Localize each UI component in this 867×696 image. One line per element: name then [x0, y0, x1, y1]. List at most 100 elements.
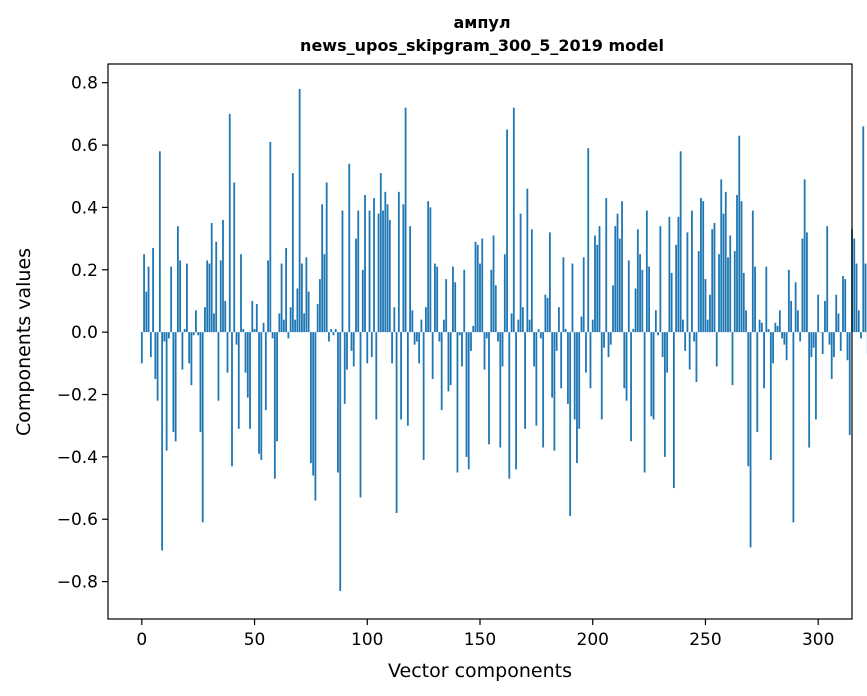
- bar: [826, 226, 829, 333]
- bar: [231, 332, 233, 467]
- bar: [544, 294, 547, 333]
- bar: [709, 294, 711, 333]
- bar: [652, 332, 655, 420]
- bar: [657, 332, 660, 336]
- bar: [857, 310, 860, 333]
- bar: [521, 307, 524, 333]
- bar: [790, 300, 793, 333]
- bar: [154, 332, 157, 379]
- bar: [456, 332, 459, 473]
- bar: [334, 329, 337, 333]
- bar: [688, 332, 691, 370]
- bar: [364, 194, 366, 333]
- bar: [591, 319, 594, 333]
- bar: [560, 332, 563, 389]
- bar: [467, 332, 470, 470]
- bar: [400, 332, 402, 420]
- bar: [585, 332, 587, 373]
- bar: [352, 332, 355, 367]
- bar: [314, 332, 317, 501]
- bar: [576, 332, 578, 464]
- y-axis-label: Components values: [13, 248, 35, 436]
- x-tick-label: 200: [577, 630, 609, 650]
- bar: [830, 332, 833, 379]
- bar: [528, 319, 531, 333]
- bar: [481, 238, 484, 333]
- bar: [208, 263, 211, 333]
- bar: [808, 332, 811, 448]
- bar: [424, 307, 427, 333]
- bar: [476, 244, 479, 333]
- bar: [361, 269, 364, 333]
- bar: [718, 254, 720, 333]
- bar: [438, 332, 441, 342]
- bar: [503, 254, 506, 333]
- bar: [645, 210, 648, 333]
- bar: [382, 210, 384, 333]
- bar: [526, 188, 529, 333]
- bar: [447, 332, 450, 392]
- bar: [246, 332, 249, 398]
- bar: [276, 332, 278, 442]
- bar: [316, 304, 319, 333]
- bar: [386, 204, 389, 333]
- bar: [328, 332, 330, 342]
- bar: [494, 285, 497, 333]
- bar: [452, 266, 454, 333]
- bar: [156, 332, 159, 401]
- bar: [343, 332, 346, 404]
- bar: [474, 241, 477, 333]
- bar: [235, 332, 238, 345]
- bar: [499, 332, 502, 448]
- bar: [754, 266, 756, 333]
- bar: [346, 332, 348, 370]
- bar: [280, 263, 283, 333]
- bar: [512, 107, 515, 333]
- bar: [357, 210, 360, 333]
- bar: [666, 332, 669, 373]
- bar: [271, 332, 274, 339]
- bar: [641, 269, 644, 333]
- bar: [158, 151, 161, 333]
- bar: [143, 254, 145, 333]
- bar: [675, 244, 678, 333]
- bar: [609, 332, 612, 345]
- bar: [204, 307, 206, 333]
- bar: [258, 332, 260, 454]
- bar: [233, 182, 236, 333]
- bar: [140, 332, 143, 364]
- bar: [596, 244, 599, 333]
- bar: [406, 332, 409, 426]
- bar: [278, 313, 281, 333]
- bar: [339, 332, 342, 591]
- bar: [842, 276, 844, 333]
- bar: [533, 332, 536, 367]
- bar: [684, 332, 687, 351]
- plot-frame: [107, 63, 853, 620]
- bar: [682, 319, 684, 333]
- bar: [260, 332, 263, 460]
- bar: [553, 332, 556, 451]
- bar: [197, 332, 200, 336]
- bar: [621, 201, 623, 333]
- y-tick-label: −0.4: [57, 448, 98, 468]
- bar: [643, 332, 646, 473]
- bar: [600, 332, 603, 420]
- bar: [510, 313, 513, 333]
- bar: [634, 288, 637, 333]
- bar: [249, 332, 251, 429]
- bar: [147, 266, 150, 333]
- y-tick-label: 0.2: [71, 261, 98, 281]
- bar: [298, 88, 301, 333]
- bar: [724, 191, 727, 333]
- bar: [711, 229, 714, 333]
- bar: [742, 272, 745, 333]
- bar: [749, 332, 752, 548]
- bar: [756, 332, 759, 432]
- bar: [821, 332, 824, 354]
- bar: [312, 332, 315, 476]
- bar: [603, 332, 605, 348]
- bar: [630, 332, 632, 442]
- bar: [307, 291, 310, 333]
- bar: [368, 210, 371, 333]
